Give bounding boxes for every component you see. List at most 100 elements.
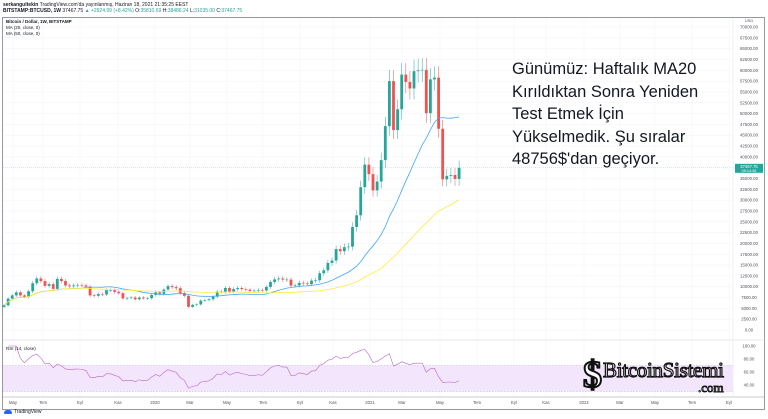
candle-body bbox=[265, 286, 268, 291]
y-tick-label: 57500.00 bbox=[740, 79, 759, 84]
candle-body bbox=[363, 164, 367, 188]
rsi-tick-label: 80.00 bbox=[744, 357, 755, 362]
x-tick-label: Mar bbox=[186, 400, 194, 405]
candle-body bbox=[64, 281, 67, 286]
candle-body bbox=[429, 79, 432, 114]
y-tick-label: 70000.00 bbox=[740, 25, 759, 30]
low-label: L: bbox=[189, 8, 195, 14]
x-tick-label: Kas bbox=[329, 400, 336, 405]
candle-body bbox=[400, 74, 404, 110]
candle-body bbox=[347, 246, 350, 248]
high-label: H: bbox=[162, 8, 168, 14]
candle-body bbox=[47, 284, 51, 286]
candle-body bbox=[228, 288, 231, 292]
candle-body bbox=[113, 290, 117, 292]
candle-body bbox=[191, 304, 194, 307]
candle-body bbox=[35, 278, 39, 284]
published-info: TradingView.com'da yayınlanmış, Haziran … bbox=[39, 2, 189, 8]
candle-body bbox=[437, 77, 440, 129]
candle-body bbox=[252, 290, 256, 292]
chart-frame bbox=[2, 17, 765, 410]
candle-body bbox=[404, 74, 408, 82]
legend-ma50[interactable]: MA (50, close, 0) bbox=[6, 31, 40, 36]
candle-body bbox=[322, 270, 326, 274]
candle-body bbox=[342, 247, 346, 252]
watermark-suffix: .com bbox=[698, 380, 725, 395]
candle-body bbox=[285, 279, 289, 281]
tradingview-label: TradingView bbox=[14, 409, 42, 415]
rsi-tick-label: 100.00 bbox=[742, 344, 756, 349]
candle-body bbox=[379, 160, 383, 182]
symbol-line: BITSTAMP:BTCUSD, 1W 37467.75 ▲ +2924.99 … bbox=[3, 8, 242, 14]
candle-body bbox=[129, 297, 133, 299]
y-tick-label: 52500.00 bbox=[740, 100, 759, 105]
candle-body bbox=[109, 290, 112, 291]
x-tick-label: May bbox=[436, 400, 445, 405]
open-label: O: bbox=[135, 8, 141, 14]
candle-body bbox=[412, 71, 416, 89]
tradingview-brand[interactable]: TradingView bbox=[4, 409, 42, 415]
candle-body bbox=[359, 187, 363, 216]
candle-body bbox=[203, 300, 207, 301]
candle-body bbox=[51, 284, 55, 289]
legend-title: Bitcoin / Dollar, 1W, BITSTAMP bbox=[6, 19, 72, 24]
legend-rsi[interactable]: RSI (14, close) bbox=[6, 346, 36, 351]
candle-body bbox=[338, 249, 342, 252]
candle-body bbox=[392, 81, 395, 131]
candle-body bbox=[60, 278, 63, 282]
candle-body bbox=[260, 289, 264, 291]
y-tick-label: 22500.00 bbox=[740, 230, 759, 235]
x-tick-label: Eyl bbox=[511, 400, 517, 405]
candle-body bbox=[232, 289, 235, 292]
candle-body bbox=[27, 291, 30, 297]
candle-body bbox=[351, 226, 354, 247]
candle-body bbox=[211, 296, 215, 300]
open-value: 35810.69 bbox=[140, 8, 162, 14]
candle-body bbox=[224, 288, 227, 293]
candle-body bbox=[2, 305, 6, 308]
symbol: BITSTAMP:BTCUSD, 1W bbox=[3, 8, 61, 14]
y-tick-label: 65000.00 bbox=[740, 46, 759, 51]
candle-body bbox=[441, 128, 445, 180]
candle-body bbox=[314, 280, 317, 281]
candle-body bbox=[166, 286, 170, 290]
candle-body bbox=[310, 280, 313, 285]
candle-body bbox=[39, 278, 43, 282]
y-tick-label: 5000.00 bbox=[741, 306, 757, 311]
candle-body bbox=[117, 291, 121, 294]
candle-body bbox=[96, 294, 100, 296]
candle-body bbox=[449, 175, 453, 176]
y-tick-label: 60000.00 bbox=[740, 68, 759, 73]
annotation-text: Günümüz: Haftalık MA20 Kırıldıktan Sonra… bbox=[512, 60, 699, 168]
candle-body bbox=[248, 289, 252, 292]
candle-body bbox=[55, 278, 59, 289]
x-tick-label: Eyl bbox=[726, 400, 732, 405]
bitcoin-dollar-logo-icon: $ bbox=[582, 354, 603, 396]
candle-body bbox=[289, 279, 293, 286]
candle-body bbox=[23, 295, 26, 297]
candle-body bbox=[416, 70, 420, 72]
candle-body bbox=[396, 109, 399, 131]
high-value: 38486.24 bbox=[167, 8, 189, 14]
candle-body bbox=[306, 283, 309, 285]
close-value: 37467.75 bbox=[221, 8, 243, 14]
candle-body bbox=[68, 285, 71, 287]
rsi-tick-label: 40.00 bbox=[744, 383, 755, 388]
y-tick-label: 45000.00 bbox=[740, 133, 759, 138]
candle-body bbox=[281, 278, 285, 280]
candle-body bbox=[125, 297, 129, 299]
y-tick-label: 32500.00 bbox=[740, 187, 759, 192]
rsi-line bbox=[8, 345, 460, 389]
price-change: ▲ +2924.99 (+8.42%) bbox=[84, 8, 134, 14]
candle-body bbox=[420, 69, 424, 71]
candle-body bbox=[88, 286, 92, 296]
y-tick-label: 7500.00 bbox=[741, 295, 757, 300]
candle-body bbox=[256, 289, 260, 291]
x-tick-label: 2020 bbox=[150, 400, 160, 405]
candle-body bbox=[371, 174, 375, 191]
x-tick-label: Tem bbox=[39, 400, 48, 405]
candle-body bbox=[424, 69, 428, 114]
candle-body bbox=[43, 281, 47, 286]
legend-ma20[interactable]: MA (20, close, 0) bbox=[6, 25, 40, 30]
